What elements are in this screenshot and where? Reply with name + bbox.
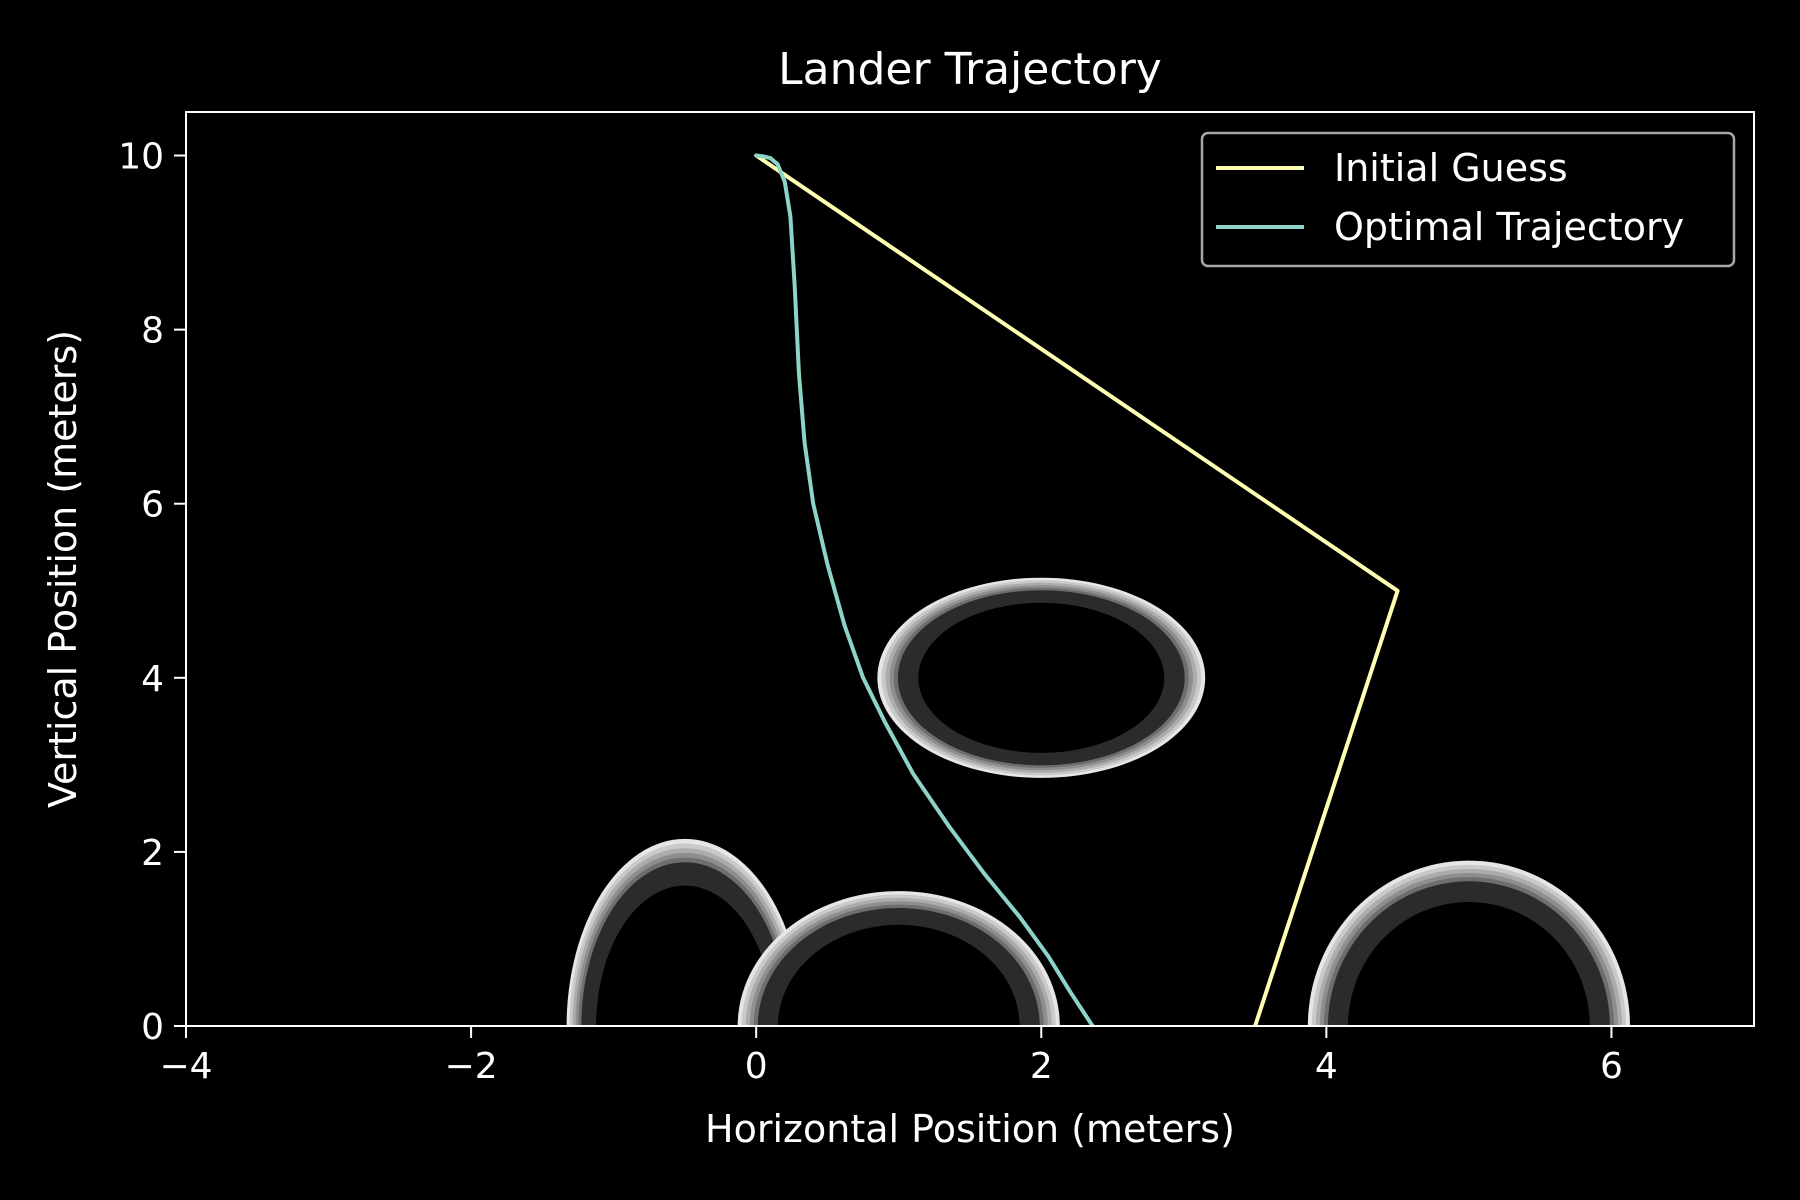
y-tick-label: 10	[118, 137, 164, 178]
x-tick-label: 0	[745, 1046, 768, 1087]
obstacle-0-ring-6	[918, 603, 1164, 753]
y-tick-label: 8	[141, 311, 164, 352]
y-tick-label: 0	[141, 1007, 164, 1048]
legend-label-initial-guess: Initial Guess	[1334, 146, 1568, 190]
legend-label-optimal-trajectory: Optimal Trajectory	[1334, 205, 1684, 249]
x-tick-label: 6	[1600, 1046, 1623, 1087]
legend: Initial Guess Optimal Trajectory	[1202, 133, 1734, 266]
y-tick-label: 2	[141, 833, 164, 874]
x-tick-label: 4	[1315, 1046, 1338, 1087]
y-tick-label: 4	[141, 659, 164, 700]
x-tick-label: −4	[159, 1046, 212, 1087]
x-tick-label: −2	[445, 1046, 498, 1087]
chart-title: Lander Trajectory	[778, 44, 1162, 95]
x-tick-label: 2	[1030, 1046, 1053, 1087]
obstacle-0	[877, 578, 1205, 778]
y-axis-label: Vertical Position (meters)	[41, 330, 85, 808]
x-axis-label: Horizontal Position (meters)	[705, 1107, 1235, 1151]
y-tick-label: 6	[141, 485, 164, 526]
